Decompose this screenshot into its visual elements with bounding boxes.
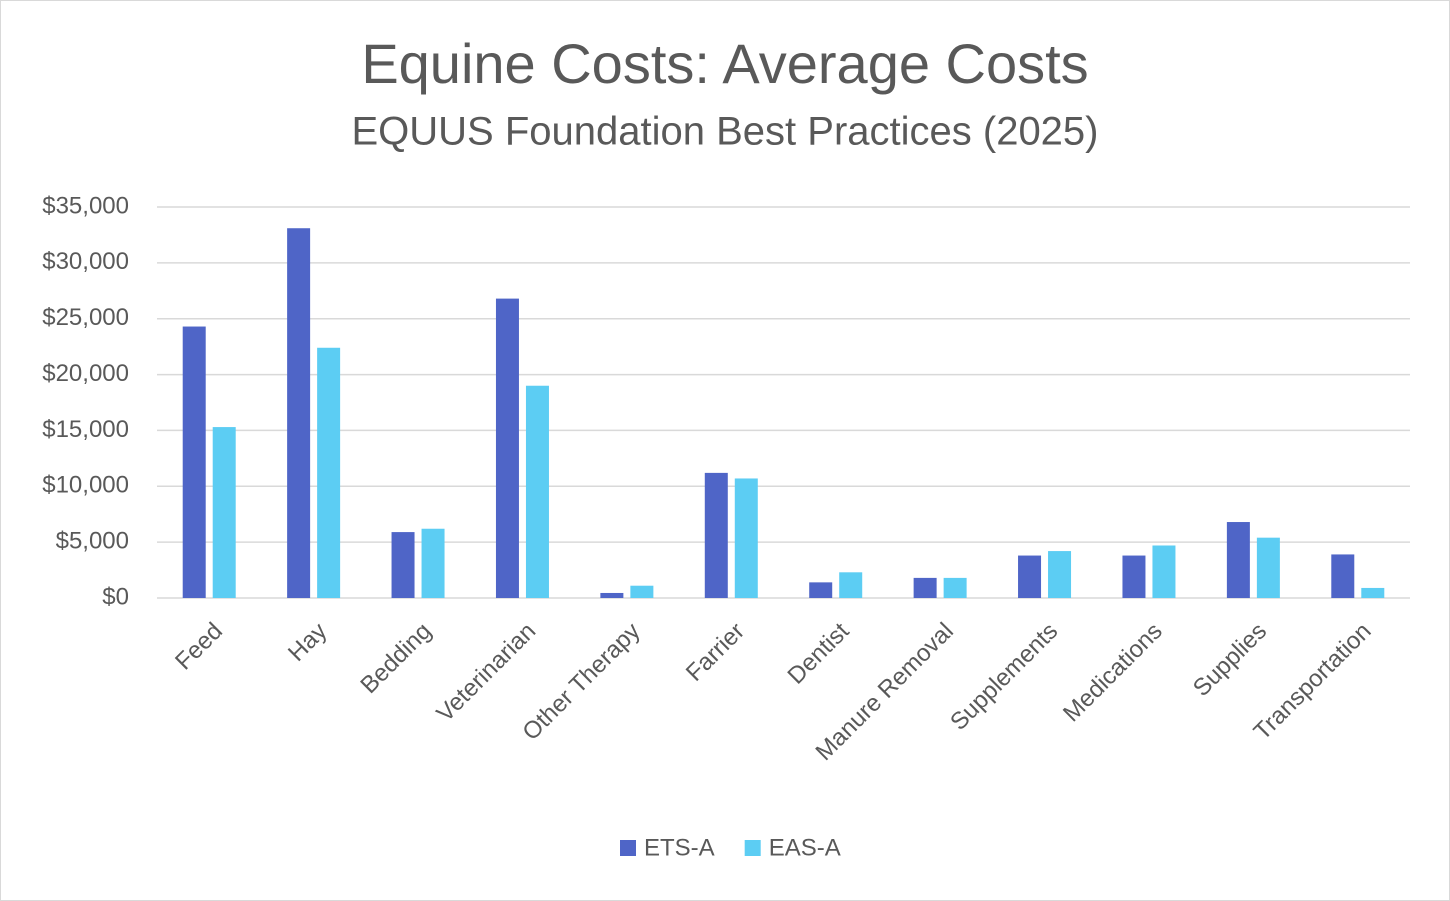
bar bbox=[809, 582, 833, 598]
bar bbox=[1361, 587, 1385, 598]
bar bbox=[1226, 522, 1250, 598]
bar bbox=[1256, 537, 1280, 598]
bar bbox=[495, 298, 519, 598]
bar bbox=[839, 572, 863, 598]
y-tick-label: $10,000 bbox=[42, 472, 129, 499]
y-tick-label: $0 bbox=[102, 583, 129, 610]
bar bbox=[1122, 555, 1146, 598]
legend-label: ETS-A bbox=[644, 834, 715, 861]
legend-swatch bbox=[744, 840, 761, 856]
legend-swatch bbox=[620, 840, 636, 856]
bar bbox=[287, 228, 311, 598]
bar bbox=[317, 347, 341, 598]
bar bbox=[212, 427, 236, 598]
bar bbox=[525, 385, 549, 598]
chart-title: Equine Costs: Average Costs bbox=[361, 32, 1088, 95]
bar bbox=[630, 585, 654, 598]
chart-subtitle: EQUUS Foundation Best Practices (2025) bbox=[351, 110, 1098, 154]
y-tick-label: $5,000 bbox=[56, 527, 129, 554]
bar bbox=[1048, 551, 1072, 598]
bar bbox=[1152, 545, 1176, 598]
legend-label: EAS-A bbox=[769, 834, 841, 861]
y-tick-label: $30,000 bbox=[42, 248, 129, 275]
bar bbox=[704, 472, 728, 598]
bar bbox=[1018, 555, 1042, 598]
bar bbox=[391, 532, 415, 598]
bar bbox=[600, 592, 624, 598]
y-tick-label: $20,000 bbox=[42, 360, 129, 387]
bar bbox=[913, 577, 937, 598]
bar bbox=[943, 577, 967, 598]
bar bbox=[734, 478, 758, 598]
bar bbox=[421, 528, 445, 598]
y-tick-label: $35,000 bbox=[42, 192, 129, 219]
y-tick-label: $15,000 bbox=[42, 416, 129, 443]
y-tick-label: $25,000 bbox=[42, 304, 129, 331]
bar bbox=[182, 326, 206, 598]
bar bbox=[1331, 554, 1355, 598]
